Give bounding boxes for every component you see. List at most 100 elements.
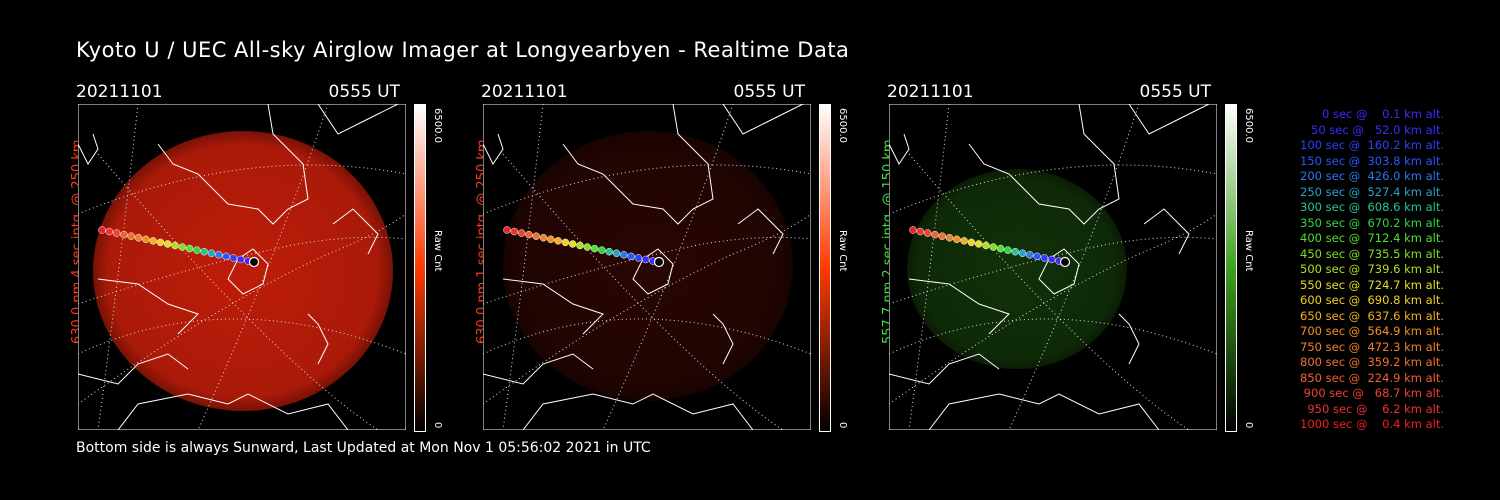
legend-entry: 300 sec @ 608.6 km alt. [1296,200,1444,214]
legend-entry: 400 sec @ 712.4 km alt. [1296,231,1444,245]
trajectory-point [909,226,917,234]
trajectory-point [149,237,157,245]
airglow-disc [907,169,1127,369]
trajectory-point [193,246,201,254]
trajectory-point [576,241,584,250]
altitude-legend: 0 sec @ 0.1 km alt. 50 sec @ 52.0 km alt… [1262,107,1444,433]
trajectory-point [185,244,194,253]
trajectory-point [620,251,628,259]
colorbar-max: 6500.0 [1243,108,1254,143]
trajectory-point [503,226,511,234]
legend-entry: 350 sec @ 670.2 km alt. [1296,215,1444,230]
legend-entry: 550 sec @ 724.7 km alt. [1296,277,1444,292]
trajectory-end-marker [1059,256,1071,268]
trajectory-point [598,246,606,254]
trajectory-point [1004,246,1012,254]
trajectory-point [960,237,968,245]
colorbar [819,104,831,432]
trajectory-point [996,244,1005,253]
trajectory-point [539,234,548,242]
airglow-disc [93,131,393,411]
trajectory-point [517,229,526,237]
trajectory-point [1018,249,1027,257]
coastline [889,104,1210,430]
legend-entry: 750 sec @ 472.3 km alt. [1296,339,1444,354]
trajectory-point [554,237,562,245]
trajectory-markers [909,226,1071,268]
trajectory-point [215,251,223,259]
legend-entry: 850 sec @ 224.9 km alt. [1296,370,1444,385]
trajectory-end-marker [653,256,665,268]
legend-entry: 500 sec @ 739.6 km alt. [1296,262,1444,276]
trajectory-point [525,230,533,239]
legend-entry: 50 sec @ 52.0 km alt. [1303,122,1444,137]
trajectory-point [236,255,245,264]
trajectory-end-marker [248,256,260,268]
trajectory-point [568,240,577,248]
legend-entry: 950 sec @ 6.2 km alt. [1303,401,1444,416]
allsky-image [483,104,811,430]
trajectory-markers [98,226,260,268]
footer-note: Bottom side is always Sunward, Last Upda… [76,440,651,456]
legend-entry: 600 sec @ 690.8 km alt. [1296,293,1444,307]
trajectory-point [532,232,540,240]
panel-date: 20211101 [887,82,974,102]
trajectory-point [222,252,230,261]
legend-entry: 450 sec @ 735.5 km alt. [1296,246,1444,261]
trajectory-point [510,227,519,236]
legend-entry: 0 sec @ 0.1 km alt. [1311,107,1444,121]
trajectory-point [989,243,998,251]
trajectory-markers [503,226,665,268]
colorbar [1225,104,1237,432]
trajectory-point [583,243,592,251]
legend-entry: 800 sec @ 359.2 km alt. [1296,355,1444,369]
colorbar-min: 0 [837,422,848,429]
colorbar-unit: Raw Cnt [837,230,848,272]
legend-entry: 700 sec @ 564.9 km alt. [1296,324,1444,338]
trajectory-point [178,243,187,251]
trajectory-point [953,235,961,244]
trajectory-point [612,249,621,257]
page-title: Kyoto U / UEC All-sky Airglow Imager at … [76,38,850,62]
legend-entry: 250 sec @ 527.4 km alt. [1296,184,1444,199]
allsky-image [78,104,406,430]
panel-time: 0555 UT [1139,82,1212,102]
trajectory-point [1047,255,1056,264]
trajectory-point [1026,251,1034,259]
colorbar-unit: Raw Cnt [1243,230,1254,272]
colorbar-min: 0 [432,422,443,429]
trajectory-point [590,244,599,253]
trajectory-point [547,235,555,244]
trajectory-point [127,232,135,240]
coastline [483,104,804,430]
colorbar [414,104,426,432]
trajectory-point [1040,254,1049,262]
trajectory-point [982,241,990,250]
colorbar-max: 6500.0 [432,108,443,143]
trajectory-point [207,249,216,257]
trajectory-point [229,254,238,262]
legend-entry: 900 sec @ 68.7 km alt. [1300,386,1444,400]
trajectory-point [171,241,179,250]
trajectory-point [1033,252,1041,261]
panel-time: 0555 UT [328,82,401,102]
colorbar-max: 6500.0 [837,108,848,143]
panel-date: 20211101 [481,82,568,102]
coastline [78,104,399,430]
colorbar-unit: Raw Cnt [432,230,443,272]
legend-entry: 1000 sec @ 0.4 km alt. [1300,417,1444,431]
trajectory-point [641,255,650,264]
trajectory-point [105,227,114,236]
allsky-image [889,104,1217,430]
trajectory-point [112,229,121,237]
legend-entry: 200 sec @ 426.0 km alt. [1296,169,1444,183]
panel-date: 20211101 [76,82,163,102]
trajectory-point [634,254,643,262]
trajectory-point [974,240,983,248]
panel-time: 0555 UT [733,82,806,102]
colorbar-min: 0 [1243,422,1254,429]
legend-entry: 150 sec @ 303.8 km alt. [1296,153,1444,168]
